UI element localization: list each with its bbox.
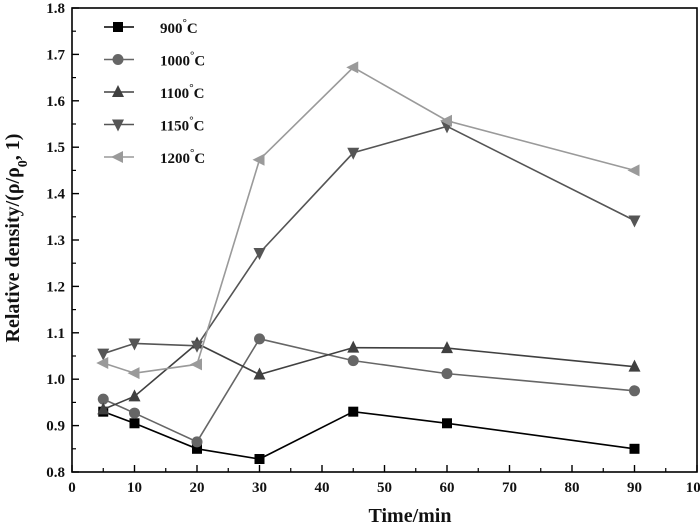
data-point-1100 (253, 367, 266, 380)
data-point-1200 (127, 367, 140, 380)
data-point-1150 (191, 340, 203, 353)
x-tick-label: 10 (127, 480, 142, 496)
data-point-900 (442, 418, 452, 429)
y-tick-label: 0.8 (46, 465, 65, 481)
x-tick-label: 0 (68, 480, 76, 496)
y-tick-label: 1.3 (46, 233, 65, 249)
legend-marker (112, 85, 124, 97)
x-tick-label: 30 (252, 480, 267, 496)
data-point-900 (192, 443, 202, 454)
x-tick-label: 80 (565, 480, 580, 496)
data-point-1200 (190, 358, 202, 371)
data-point-900 (629, 443, 640, 454)
y-tick-label: 0.9 (46, 419, 65, 435)
data-point-1200 (346, 61, 359, 74)
y-tick-label: 1.5 (46, 140, 65, 156)
legend-label: 900°C (160, 17, 198, 37)
x-axis-title: Time/min (369, 505, 452, 527)
data-point-1100 (97, 402, 110, 415)
data-point-900 (348, 406, 359, 417)
data-point-1000 (129, 407, 140, 419)
data-point-1150 (128, 338, 141, 351)
legend-label: 1200°C (160, 147, 205, 167)
data-point-1200 (440, 114, 452, 127)
x-tick-label: 70 (502, 480, 517, 496)
legend-marker (112, 54, 124, 65)
series-1000 (97, 333, 640, 448)
legend-marker (111, 151, 123, 163)
data-point-1100 (441, 341, 453, 354)
legend-label: 1000°C (160, 50, 205, 70)
data-point-1200 (627, 164, 640, 177)
data-point-1150 (97, 348, 110, 361)
legend-item-1100: 1100°C (104, 82, 204, 102)
y-tick-label: 1.7 (46, 47, 65, 63)
x-tick-label: 40 (315, 480, 330, 496)
legend-item-900: 900°C (104, 17, 198, 37)
data-point-1150 (347, 147, 360, 160)
series-layer (96, 61, 641, 465)
plot-frame (71, 7, 698, 473)
series-1100 (97, 336, 641, 415)
x-tick-label: 100 (686, 480, 700, 496)
y-tick-label: 1.2 (46, 279, 65, 295)
plot-border (71, 7, 698, 473)
legend-label: 1100°C (160, 82, 204, 102)
data-point-1200 (96, 356, 109, 369)
data-point-1150 (253, 247, 266, 260)
series-line-1000 (102, 337, 635, 443)
data-point-1000 (191, 436, 203, 448)
series-1200 (96, 61, 640, 380)
legend-item-1000: 1000°C (104, 50, 205, 70)
data-point-1200 (252, 153, 265, 166)
data-point-1000 (629, 385, 640, 397)
series-line-1100 (102, 342, 635, 411)
legend-item-1200: 1200°C (104, 147, 205, 167)
legend-item-1150: 1150°C (104, 115, 204, 135)
legend: 900°C 1000°C 1100°C 1150°C 1200°C (104, 17, 205, 167)
x-tick-label: 90 (627, 480, 642, 496)
data-point-1100 (628, 359, 641, 372)
data-point-1000 (441, 368, 453, 380)
y-axis-title: Relative density/(ρ/ρ0, 1) (2, 134, 31, 343)
legend-label: 1150°C (160, 115, 204, 135)
series-line-1200 (103, 66, 635, 374)
data-point-1000 (347, 355, 359, 367)
data-point-1150 (628, 215, 641, 228)
series-1150 (97, 121, 641, 361)
series-900 (98, 406, 640, 465)
data-point-1100 (128, 389, 141, 402)
y-tick-label: 1.6 (46, 94, 65, 110)
data-point-1000 (254, 333, 265, 345)
legend-marker (113, 22, 123, 32)
data-point-900 (254, 454, 265, 465)
y-tick-label: 1.8 (46, 1, 65, 17)
y-axis: 0.8 0.9 1.0 1.1 1.2 1.3 1.4 1.5 1.6 1.7 1.8 (46, 1, 79, 481)
legend-marker (112, 119, 124, 132)
data-point-1000 (97, 393, 109, 405)
x-tick-label: 20 (190, 480, 205, 496)
y-tick-label: 1.1 (46, 326, 65, 342)
x-tick-label: 60 (440, 480, 455, 496)
data-point-900 (129, 418, 140, 429)
x-tick-label: 50 (377, 480, 392, 496)
data-point-1100 (347, 340, 360, 353)
y-tick-label: 1.0 (46, 372, 65, 388)
x-axis: 0 10 20 30 40 50 60 70 80 90 100 (68, 465, 700, 496)
y-tick-label: 1.4 (46, 187, 65, 203)
